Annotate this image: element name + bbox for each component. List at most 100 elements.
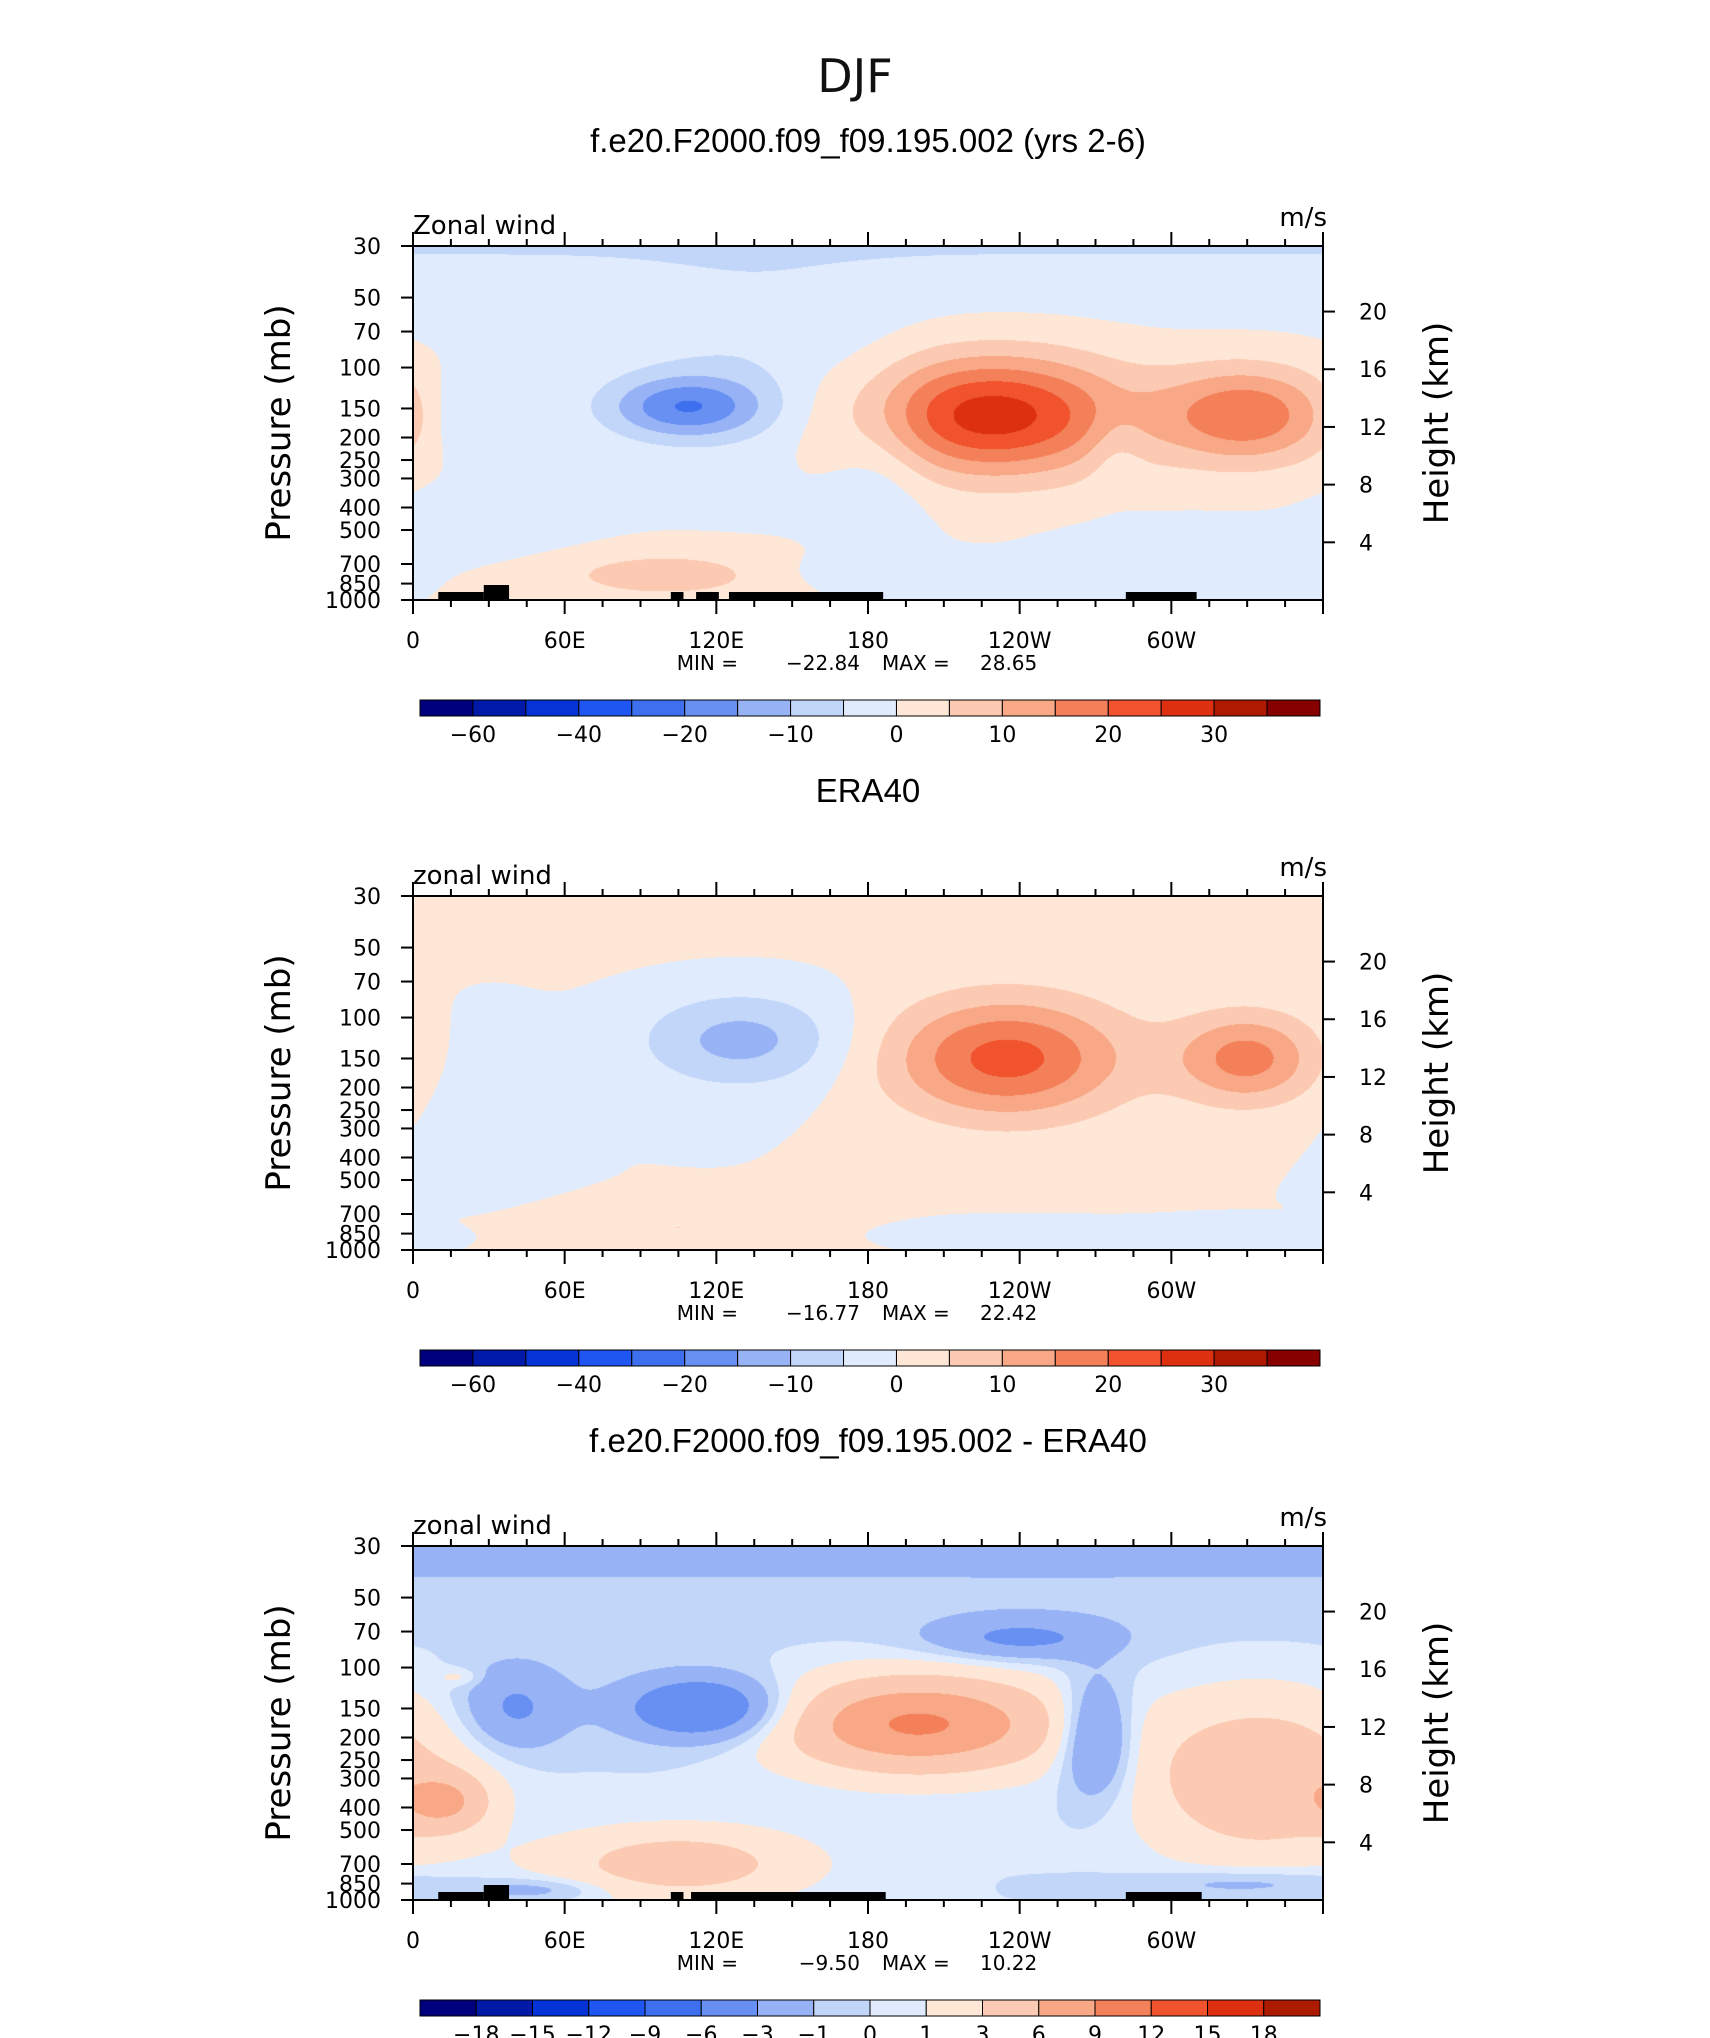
colorbar-box [684,699,739,717]
colorbar-box [1160,699,1215,717]
colorbar-box [1094,1999,1152,2017]
colorbar-label: 30 [1200,723,1228,748]
topography-block-2 [483,1885,510,1900]
colorbar-box [1160,1349,1215,1367]
y-tick-label: 700 [339,1853,381,1878]
y-axis-label: Pressure (mb) [259,304,299,541]
colorbar-box [588,1999,646,2017]
colorbar-box [578,1349,633,1367]
y2-tick-label: 4 [1359,1831,1373,1856]
y-tick-label: 850 [339,573,381,598]
y2-axis-label: Height (km) [1417,972,1457,1175]
colorbar-label: 10 [988,723,1016,748]
topography-block-6 [1125,592,1197,600]
x-tick-label: 60W [1146,629,1196,654]
y2-tick-label: 8 [1359,474,1373,499]
colorbar-box [532,1999,590,2017]
colorbar-box [790,699,845,717]
colorbar-label: −60 [450,723,496,748]
y-tick-label: 400 [339,1146,381,1171]
colorbar-label: −1 [798,2023,830,2038]
y-tick-label: 50 [353,1587,381,1612]
colorbar-label: 20 [1094,723,1122,748]
panel-3: 0 60E 120E 180 120W 60W3050701001502002503004… [259,1422,1457,2038]
colorbar-label: −20 [661,1373,707,1398]
y-axis-label: Pressure (mb) [259,954,299,1191]
y-tick-label: 200 [339,1727,381,1752]
colorbar-box [1150,1999,1208,2017]
colorbar-box [895,699,950,717]
y-tick-label: 150 [339,397,381,422]
panel-title: f.e20.F2000.f09_f09.195.002 - ERA40 [589,1422,1147,1459]
colorbar-label: 12 [1137,2023,1165,2038]
colorbar-box [790,1349,845,1367]
y2-tick-label: 20 [1359,1601,1387,1626]
variable-label: zonal wind [413,1511,552,1541]
y-tick-label: 300 [339,1117,381,1142]
colorbar-box [843,1349,897,1367]
min-value: −22.84 [786,651,860,675]
colorbar-box [895,1349,950,1367]
colorbar-label: 0 [889,723,903,748]
colorbar-box [869,1999,927,2017]
y2-tick-label: 12 [1359,416,1387,441]
y-tick-label: 500 [339,1169,381,1194]
colorbar-box [631,1349,686,1367]
colorbar-box [1001,1349,1056,1367]
colorbar-box [737,699,792,717]
colorbar-label: 18 [1250,2023,1278,2038]
contour-field [413,1546,1323,1900]
x-tick-label: 0 [406,629,420,654]
colorbar-label: 15 [1194,2023,1222,2038]
figure-title: DJF [817,49,892,103]
min-value: −16.77 [786,1301,860,1325]
colorbar-label: 10 [988,1373,1016,1398]
colorbar-box [757,1999,815,2017]
y2-axis-label: Height (km) [1417,322,1457,525]
y-tick-label: 200 [339,1077,381,1102]
max-value: 22.42 [980,1301,1037,1325]
y-tick-label: 400 [339,496,381,521]
variable-label: zonal wind [413,861,552,891]
colorbar-box [1263,1999,1321,2017]
y2-tick-label: 4 [1359,531,1373,556]
panel-2: 0 60E 120E 180 120W 60W3050701001502002503004… [259,772,1457,1398]
max-value: 28.65 [980,651,1037,675]
colorbar-label: 0 [889,1373,903,1398]
max-value: 10.22 [980,1951,1037,1975]
colorbar-box [475,1999,533,2017]
y2-tick-label: 16 [1359,1008,1387,1033]
y-tick-label: 200 [339,427,381,452]
colorbar-label: −3 [741,2023,773,2038]
y-tick-label: 250 [339,1099,381,1124]
y2-tick-label: 16 [1359,358,1387,383]
y-tick-label: 250 [339,1749,381,1774]
y-tick-label: 70 [353,1621,381,1646]
variable-label: Zonal wind [413,211,556,241]
x-tick-label: 120W [988,1929,1052,1954]
colorbar-label: 1 [919,2023,933,2038]
y-tick-label: 30 [353,235,381,260]
x-tick-label: 120W [988,1279,1052,1304]
y-tick-label: 100 [339,1657,381,1682]
topography-block-1 [438,592,484,600]
x-tick-label: 0 [406,1929,420,1954]
y2-tick-label: 12 [1359,1066,1387,1091]
colorbar-box [948,1349,1003,1367]
colorbar-box [419,1999,477,2017]
colorbar-box [1038,1999,1096,2017]
colorbar-box [1054,699,1109,717]
colorbar-label: −10 [767,1373,813,1398]
colorbar-label: 9 [1088,2023,1102,2038]
colorbar-box [1001,699,1056,717]
topography-block-4 [691,1892,886,1900]
panel-1: 0 60E 120E 180 120W 60W3050701001502002503004… [259,122,1457,748]
y-tick-label: 700 [339,1203,381,1228]
y-tick-label: 70 [353,971,381,996]
topography-block-4 [696,592,719,600]
colorbar-label: −15 [509,2023,555,2038]
y-tick-label: 50 [353,287,381,312]
min-value: −9.50 [799,1951,860,1975]
y2-axis-label: Height (km) [1417,1622,1457,1825]
colorbar-label: −18 [453,2023,499,2038]
